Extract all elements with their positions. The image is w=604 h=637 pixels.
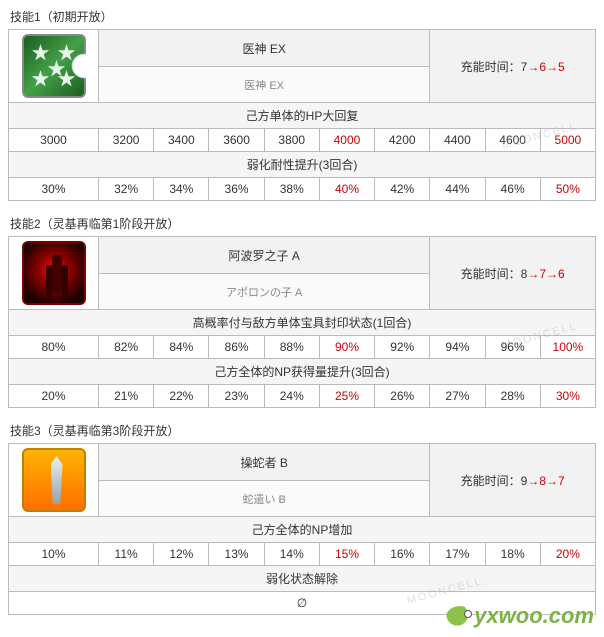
effect-value: 4400 bbox=[430, 129, 485, 152]
skill-name-cn: 阿波罗之子 A bbox=[99, 237, 430, 274]
skill-name-cn: 操蛇者 B bbox=[99, 444, 430, 481]
effect-value: 84% bbox=[154, 336, 209, 359]
skill-icon bbox=[22, 34, 86, 98]
effect-value: 17% bbox=[430, 543, 485, 566]
effect-value: 42% bbox=[375, 178, 430, 201]
effect-value: 28% bbox=[485, 385, 540, 408]
skill-name-cn: 医神 EX bbox=[99, 30, 430, 67]
effect-value: 32% bbox=[99, 178, 154, 201]
effect-value: 30% bbox=[9, 178, 99, 201]
effect-value: 94% bbox=[430, 336, 485, 359]
skill-title: 技能2（灵基再临第1阶段开放） bbox=[8, 215, 596, 232]
effect-value: 100% bbox=[540, 336, 595, 359]
effect-value: 38% bbox=[264, 178, 319, 201]
skill-title: 技能3（灵基再临第3阶段开放） bbox=[8, 422, 596, 439]
effect-value: 4000 bbox=[319, 129, 374, 152]
skill-name-jp: 医神 EX bbox=[99, 67, 430, 103]
effect-value: 10% bbox=[9, 543, 99, 566]
effect-value: 34% bbox=[154, 178, 209, 201]
effect-label: 己方全体的NP获得量提升(3回合) bbox=[9, 359, 596, 385]
effect-value: 12% bbox=[154, 543, 209, 566]
effect-value: 40% bbox=[319, 178, 374, 201]
effect-value: 44% bbox=[430, 178, 485, 201]
skill-block: 技能3（灵基再临第3阶段开放） 操蛇者 B充能时间：9→8→7蛇遣い B己方全体的… bbox=[8, 422, 596, 615]
effect-value: 22% bbox=[154, 385, 209, 408]
skill-block: 技能1（初期开放）医神 EX充能时间：7→6→5医神 EX己方单体的HP大回复3… bbox=[8, 8, 596, 201]
effect-value: 18% bbox=[485, 543, 540, 566]
skill-title: 技能1（初期开放） bbox=[8, 8, 596, 25]
effect-label: 弱化状态解除 bbox=[9, 566, 596, 592]
effect-label: 己方全体的NP增加 bbox=[9, 517, 596, 543]
skill-icon bbox=[22, 241, 86, 305]
skill-block: 技能2（灵基再临第1阶段开放） 阿波罗之子 A充能时间：8→7→6アポロンの子 A… bbox=[8, 215, 596, 408]
effect-value: 3600 bbox=[209, 129, 264, 152]
effect-value: 92% bbox=[375, 336, 430, 359]
skill-icon bbox=[22, 448, 86, 512]
effect-value: 11% bbox=[99, 543, 154, 566]
effect-value: 20% bbox=[540, 543, 595, 566]
effect-value: 3000 bbox=[9, 129, 99, 152]
effect-value: 80% bbox=[9, 336, 99, 359]
effect-label: 高概率付与敌方单体宝具封印状态(1回合) bbox=[9, 310, 596, 336]
effect-value: 50% bbox=[540, 178, 595, 201]
effect-value: 20% bbox=[9, 385, 99, 408]
effect-value: 14% bbox=[264, 543, 319, 566]
effect-value: 27% bbox=[430, 385, 485, 408]
effect-value: 26% bbox=[375, 385, 430, 408]
effect-value: 82% bbox=[99, 336, 154, 359]
effect-value: 16% bbox=[375, 543, 430, 566]
charge-time-cell: 充能时间：9→8→7 bbox=[430, 444, 596, 517]
effect-label: 己方单体的HP大回复 bbox=[9, 103, 596, 129]
effect-value: 36% bbox=[209, 178, 264, 201]
skill-icon-cell bbox=[9, 30, 99, 103]
skill-table: 医神 EX充能时间：7→6→5医神 EX己方单体的HP大回复3000320034… bbox=[8, 29, 596, 201]
effect-value: 15% bbox=[319, 543, 374, 566]
effect-value: 96% bbox=[485, 336, 540, 359]
site-watermark: yxwoo.com bbox=[446, 603, 594, 629]
skill-table: 操蛇者 B充能时间：9→8→7蛇遣い B己方全体的NP增加10%11%12%13… bbox=[8, 443, 596, 615]
effect-value: 25% bbox=[319, 385, 374, 408]
charge-time-cell: 充能时间：8→7→6 bbox=[430, 237, 596, 310]
effect-value: 90% bbox=[319, 336, 374, 359]
effect-label: 弱化耐性提升(3回合) bbox=[9, 152, 596, 178]
effect-value: 4600 bbox=[485, 129, 540, 152]
effect-value: 23% bbox=[209, 385, 264, 408]
skill-name-jp: アポロンの子 A bbox=[99, 274, 430, 310]
skill-table: 阿波罗之子 A充能时间：8→7→6アポロンの子 A高概率付与敌方单体宝具封印状态… bbox=[8, 236, 596, 408]
effect-value: 21% bbox=[99, 385, 154, 408]
effect-value: 46% bbox=[485, 178, 540, 201]
skill-icon-cell bbox=[9, 444, 99, 517]
charge-time-cell: 充能时间：7→6→5 bbox=[430, 30, 596, 103]
skill-icon-cell bbox=[9, 237, 99, 310]
effect-value: 88% bbox=[264, 336, 319, 359]
skill-name-jp: 蛇遣い B bbox=[99, 481, 430, 517]
effect-value: 30% bbox=[540, 385, 595, 408]
effect-value: 3400 bbox=[154, 129, 209, 152]
effect-value: 13% bbox=[209, 543, 264, 566]
effect-value: 24% bbox=[264, 385, 319, 408]
effect-value: 5000 bbox=[540, 129, 595, 152]
effect-value: 3200 bbox=[99, 129, 154, 152]
effect-value: 3800 bbox=[264, 129, 319, 152]
effect-value: 4200 bbox=[375, 129, 430, 152]
effect-value: 86% bbox=[209, 336, 264, 359]
